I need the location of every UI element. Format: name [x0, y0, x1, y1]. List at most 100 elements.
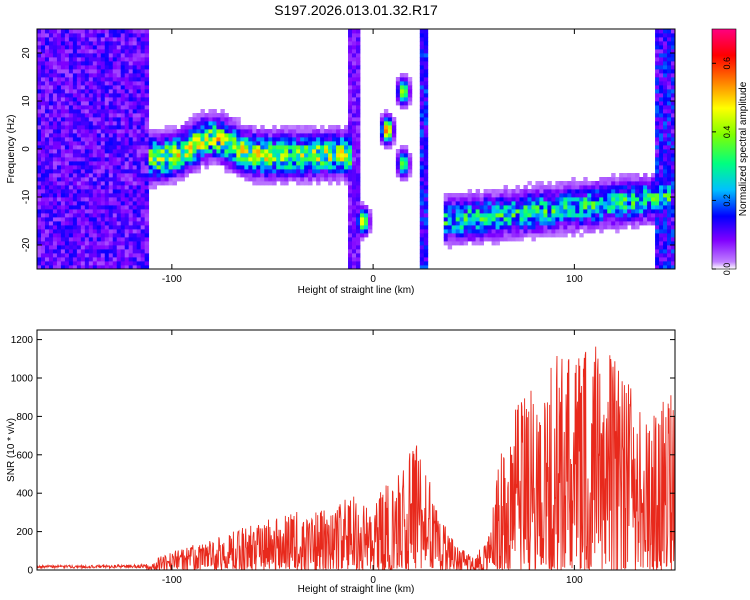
heatmap-cell: [503, 205, 508, 210]
heatmap-cell: [663, 85, 668, 90]
heatmap-cell: [499, 217, 504, 222]
heatmap-cell: [136, 149, 142, 154]
heatmap-cell: [519, 209, 524, 214]
heatmap-cell: [555, 181, 560, 186]
heatmap-cell: [44, 61, 50, 66]
heatmap-cell: [555, 233, 560, 238]
heatmap-cell: [96, 117, 102, 122]
heatmap-cell: [128, 265, 134, 269]
heatmap-cell: [248, 137, 253, 142]
heatmap-cell: [595, 209, 600, 214]
heatmap-cell: [68, 249, 74, 254]
heatmap-cell: [188, 169, 193, 174]
heatmap-cell: [116, 257, 122, 262]
heatmap-cell: [423, 101, 429, 106]
heatmap-cell: [667, 165, 672, 170]
heatmap-cell: [200, 113, 205, 118]
heatmap-cell: [419, 121, 425, 126]
heatmap-cell: [80, 101, 86, 106]
heatmap-cell: [40, 101, 46, 106]
heatmap-cell: [615, 205, 620, 210]
heatmap-cell: [88, 57, 94, 62]
heatmap-cell: [120, 197, 126, 202]
heatmap-cell: [248, 125, 253, 130]
heatmap-cell: [96, 61, 102, 66]
heatmap-cell: [467, 229, 473, 234]
heatmap-cell: [296, 153, 301, 158]
heatmap-cell: [52, 101, 58, 106]
heatmap-cell: [60, 57, 66, 62]
heatmap-cell: [40, 161, 46, 166]
heatmap-cell: [451, 237, 457, 242]
heatmap-cell: [144, 41, 150, 46]
heatmap-cell: [88, 185, 94, 190]
heatmap-cell: [252, 169, 257, 174]
heatmap-cell: [216, 121, 221, 126]
heatmap-cell: [423, 185, 429, 190]
heatmap-cell: [48, 133, 54, 138]
heatmap-cell: [579, 185, 584, 190]
heatmap-cell: [419, 93, 425, 98]
heatmap-cell: [208, 161, 213, 166]
heatmap-cell: [104, 213, 110, 218]
heatmap-cell: [312, 145, 317, 150]
heatmap-cell: [423, 265, 429, 269]
heatmap-cell: [112, 201, 118, 206]
heatmap-cell: [37, 41, 42, 46]
heatmap-cell: [659, 201, 664, 206]
heatmap-cell: [627, 213, 632, 218]
heatmap-cell: [140, 109, 146, 114]
heatmap-cell: [84, 77, 90, 82]
heatmap-cell: [419, 213, 425, 218]
heatmap-cell: [136, 41, 142, 46]
heatmap-cell: [140, 125, 146, 130]
heatmap-cell: [551, 201, 556, 206]
heatmap-cell: [68, 161, 74, 166]
heatmap-cell: [56, 157, 62, 162]
heatmap-cell: [37, 33, 42, 38]
heatmap-cell: [64, 69, 70, 74]
heatmap-cell: [200, 141, 205, 146]
heatmap-cell: [627, 209, 632, 214]
heatmap-cell: [507, 221, 512, 226]
heatmap-cell: [108, 33, 114, 38]
heatmap-cell: [491, 189, 496, 194]
heatmap-cell: [559, 205, 564, 210]
heatmap-cell: [48, 249, 54, 254]
heatmap-cell: [92, 185, 98, 190]
heatmap-cell: [132, 85, 138, 90]
heatmap-cell: [112, 181, 118, 186]
heatmap-cell: [88, 53, 94, 58]
heatmap-cell: [92, 69, 98, 74]
heatmap-cell: [44, 201, 50, 206]
heatmap-cell: [156, 157, 162, 162]
heatmap-cell: [663, 217, 668, 222]
heatmap-cell: [84, 257, 90, 262]
heatmap-cell: [108, 45, 114, 50]
heatmap-cell: [200, 125, 205, 130]
heatmap-cell: [268, 145, 273, 150]
heatmap-cell: [583, 185, 588, 190]
heatmap-cell: [68, 149, 74, 154]
heatmap-cell: [56, 93, 62, 98]
heatmap-cell: [655, 81, 660, 86]
heatmap-cell: [84, 133, 90, 138]
heatmap-cell: [523, 205, 528, 210]
heatmap-cell: [280, 125, 285, 130]
heatmap-cell: [56, 225, 62, 230]
heatmap-cell: [663, 185, 668, 190]
heatmap-cell: [671, 125, 675, 130]
heatmap-cell: [148, 157, 154, 162]
heatmap-cell: [336, 161, 341, 166]
heatmap-cell: [76, 201, 82, 206]
heatmap-cell: [655, 241, 660, 246]
heatmap-cell: [44, 81, 50, 86]
heatmap-cell: [252, 125, 257, 130]
heatmap-cell: [136, 249, 142, 254]
heatmap-cell: [88, 253, 94, 258]
heatmap-cell: [164, 177, 169, 182]
heatmap-cell: [216, 149, 221, 154]
heatmap-cell: [116, 129, 122, 134]
heatmap-cell: [359, 201, 365, 206]
heatmap-cell: [116, 193, 122, 198]
